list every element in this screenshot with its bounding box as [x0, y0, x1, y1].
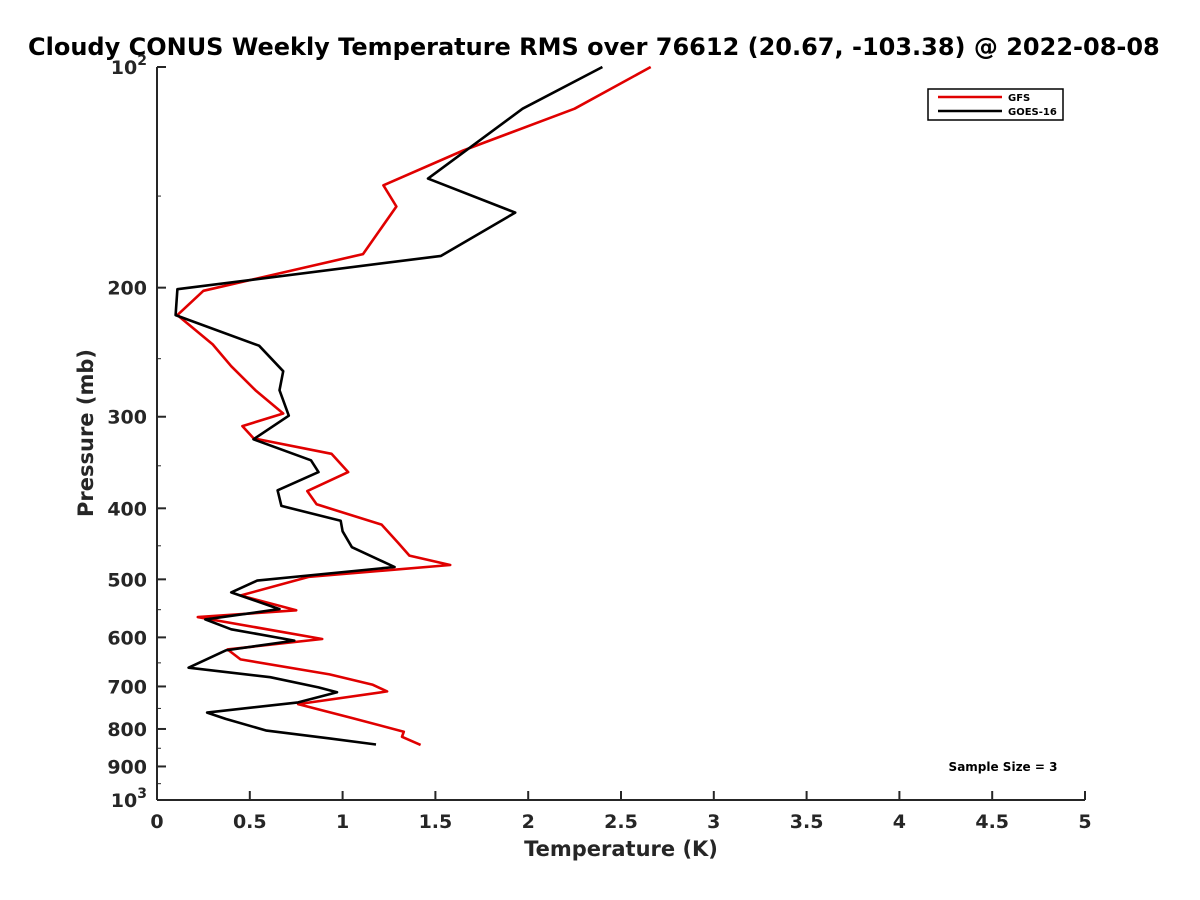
series-line-goes-16: [174, 65, 604, 746]
x-tick-label: 0.5: [233, 811, 267, 833]
plot-frame: [156, 67, 1085, 801]
x-tick-label: 0: [150, 811, 163, 833]
x-tick-label: 1: [336, 811, 349, 833]
legend-label-goes-16: GOES-16: [1008, 107, 1057, 118]
y-tick-label: 400: [107, 498, 147, 520]
x-tick-label: 2.5: [604, 811, 638, 833]
y-tick-label: 600: [107, 627, 147, 649]
x-tick-label: 3.5: [790, 811, 824, 833]
y-tick-label: 700: [107, 676, 147, 698]
y-axis-label: Pressure (mb): [74, 349, 98, 517]
x-axis-label: Temperature (K): [524, 837, 718, 861]
y-axis-ticks: 102 200 300 400 500 600 700 800 900 103: [107, 53, 166, 812]
series-layer: [174, 65, 652, 747]
x-tick-label: 1.5: [419, 811, 453, 833]
y-tick-label: 900: [107, 756, 147, 778]
y-tick-label: 103: [111, 786, 147, 812]
x-tick-label: 4.5: [975, 811, 1009, 833]
legend-box: [927, 88, 1064, 121]
x-tick-label: 4: [893, 811, 906, 833]
y-tick-label: 500: [107, 569, 147, 591]
series-line-gfs: [176, 65, 652, 747]
x-tick-label: 2: [522, 811, 535, 833]
y-tick-label: 200: [107, 278, 147, 300]
sample-size-annotation: Sample Size = 3: [949, 760, 1058, 774]
legend: GFS GOES-16: [927, 88, 1064, 121]
x-tick-label: 5: [1078, 811, 1091, 833]
y-tick-label: 102: [111, 53, 147, 79]
y-tick-label: 800: [107, 719, 147, 741]
x-axis-ticks: 0 0.5 1 1.5 2 2.5 3 3.5 4 4.5 5: [150, 791, 1092, 833]
y-tick-label: 300: [107, 407, 147, 429]
legend-label-gfs: GFS: [1008, 93, 1030, 104]
chart-title: Cloudy CONUS Weekly Temperature RMS over…: [28, 33, 1160, 61]
x-tick-label: 3: [707, 811, 720, 833]
